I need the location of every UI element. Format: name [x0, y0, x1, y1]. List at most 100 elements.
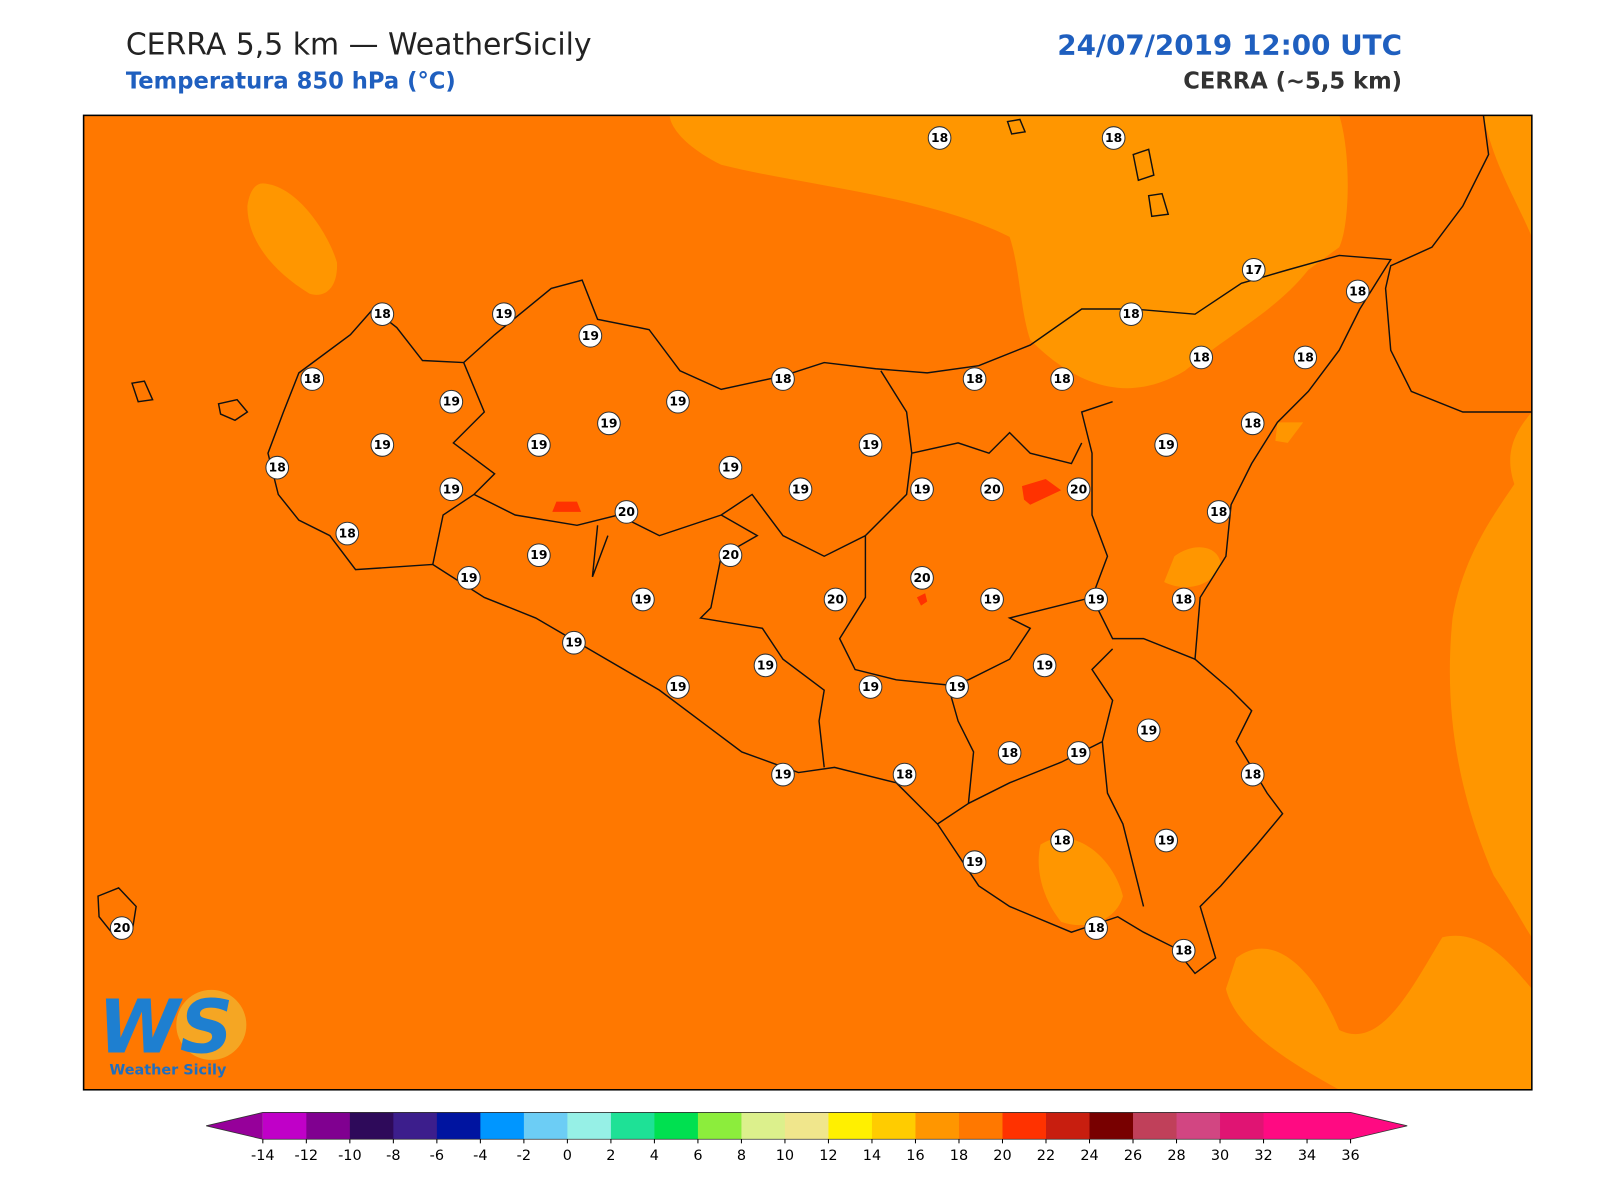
colorbar-bin	[784, 1112, 829, 1140]
station-value: 18	[1054, 372, 1071, 386]
map	[83, 115, 1532, 1090]
station-marker	[527, 433, 551, 457]
station-value: 19	[757, 658, 774, 672]
station-value: 19	[582, 329, 599, 343]
station-marker	[370, 433, 395, 457]
title: CERRA 5,5 km — WeatherSicily	[126, 28, 592, 63]
colorbar-tick-label: 12	[819, 1148, 837, 1164]
station-value: 18	[1001, 746, 1018, 760]
colorbar-bin	[1220, 1112, 1265, 1140]
logo-mark: WS	[98, 985, 233, 1071]
stations: 18 18 17 18 18 18 18 18 19 18 18 19 20 20 18 18 19 19 18 19…	[109, 126, 1370, 963]
provinces	[432, 362, 1196, 907]
station-value: 19	[913, 482, 930, 496]
colorbar-bin	[262, 1112, 307, 1140]
colorbar-tick-label: 28	[1167, 1148, 1185, 1164]
station-value: 18	[1175, 944, 1192, 958]
station-marker	[439, 477, 464, 502]
station-value: 19	[984, 592, 1001, 606]
colorbar-bin	[306, 1112, 351, 1140]
colorbar-tick-label: 30	[1211, 1148, 1229, 1164]
colorbar-bin	[436, 1112, 481, 1140]
station-marker	[1050, 367, 1074, 391]
station-value: 20	[913, 571, 931, 585]
station-value: 19	[966, 855, 983, 869]
station-marker	[718, 455, 743, 480]
station-marker	[1345, 279, 1370, 304]
station-marker	[1066, 477, 1091, 502]
colorbar-tick-label: 24	[1080, 1148, 1098, 1164]
station-marker	[1240, 411, 1265, 436]
colorbar-bin	[480, 1112, 525, 1140]
station-marker	[910, 477, 934, 502]
model: CERRA (~5,5 km)	[1183, 69, 1402, 95]
station-value: 18	[1123, 307, 1140, 321]
station-value: 20	[618, 505, 636, 519]
station-value: 18	[339, 527, 356, 541]
station-marker	[823, 587, 848, 612]
station-value: 19	[1140, 723, 1157, 737]
station-value: 19	[374, 438, 391, 452]
colorbar-bin	[1002, 1112, 1047, 1140]
colorbar-bin	[1263, 1112, 1308, 1140]
colorbar-bin	[523, 1112, 568, 1140]
station-marker	[631, 587, 655, 612]
station-marker	[666, 389, 690, 414]
station-marker	[456, 566, 481, 590]
station-marker	[788, 477, 813, 502]
station-marker	[439, 389, 464, 414]
station-value: 20	[1070, 482, 1088, 496]
station-marker	[945, 675, 969, 699]
logo-sun	[176, 989, 247, 1060]
colorbar: -14 -12 -10 -8 -6 -4 -2 0 2 4 6 8 10 12 14 16 18 20 22 24 26…	[206, 1112, 1408, 1164]
station-value: 19	[600, 416, 617, 430]
station-marker	[962, 367, 987, 391]
date: 24/07/2019 12:00 UTC	[1057, 29, 1402, 62]
logo: WS Weather Sicily	[98, 985, 247, 1078]
station-value: 18	[1244, 416, 1261, 430]
islands	[97, 118, 1170, 939]
station-value: 18	[1088, 921, 1105, 935]
colorbar-tick-label: 16	[906, 1148, 924, 1164]
colorbar-tick-label: -2	[517, 1148, 531, 1164]
station-marker	[370, 302, 395, 327]
station-value: 18	[1244, 768, 1261, 782]
colorbar-tick-label: 0	[563, 1148, 572, 1164]
station-marker	[1206, 500, 1231, 524]
station-marker	[718, 543, 743, 568]
colorbar-bin	[1045, 1112, 1091, 1140]
station-marker	[1240, 762, 1265, 787]
station-marker	[1241, 258, 1266, 282]
station-value: 20	[827, 592, 845, 606]
colorbar-bin	[349, 1112, 394, 1140]
station-value: 19	[669, 680, 686, 694]
station-marker	[492, 302, 516, 327]
station-value: 18	[1054, 834, 1071, 848]
station-marker	[1171, 938, 1196, 963]
colorbar-tick-label: 22	[1037, 1148, 1055, 1164]
station-value: 19	[530, 548, 547, 562]
station-marker	[962, 850, 987, 874]
station-marker	[578, 323, 603, 348]
station-value: 18	[931, 131, 948, 145]
colorbar-tick-label: 2	[606, 1148, 615, 1164]
station-marker	[1154, 828, 1179, 853]
station-value: 19	[774, 768, 791, 782]
colorbar-bin	[567, 1112, 612, 1140]
colorbar-bin	[1176, 1112, 1221, 1140]
station-marker	[614, 500, 639, 524]
station-value: 20	[984, 482, 1002, 496]
colorbar-tick-label: 20	[993, 1148, 1011, 1164]
station-value: 18	[1105, 131, 1122, 145]
station-value: 19	[669, 395, 686, 409]
station-marker	[980, 477, 1004, 502]
station-marker	[1066, 741, 1091, 765]
station-marker	[527, 543, 551, 568]
station-value: 19	[1158, 438, 1175, 452]
colorbar-tick-label: -8	[386, 1148, 400, 1164]
colorbar-bin	[393, 1112, 438, 1140]
station-marker	[927, 126, 952, 150]
station-value: 19	[1036, 658, 1053, 672]
station-value: 19	[792, 482, 809, 496]
